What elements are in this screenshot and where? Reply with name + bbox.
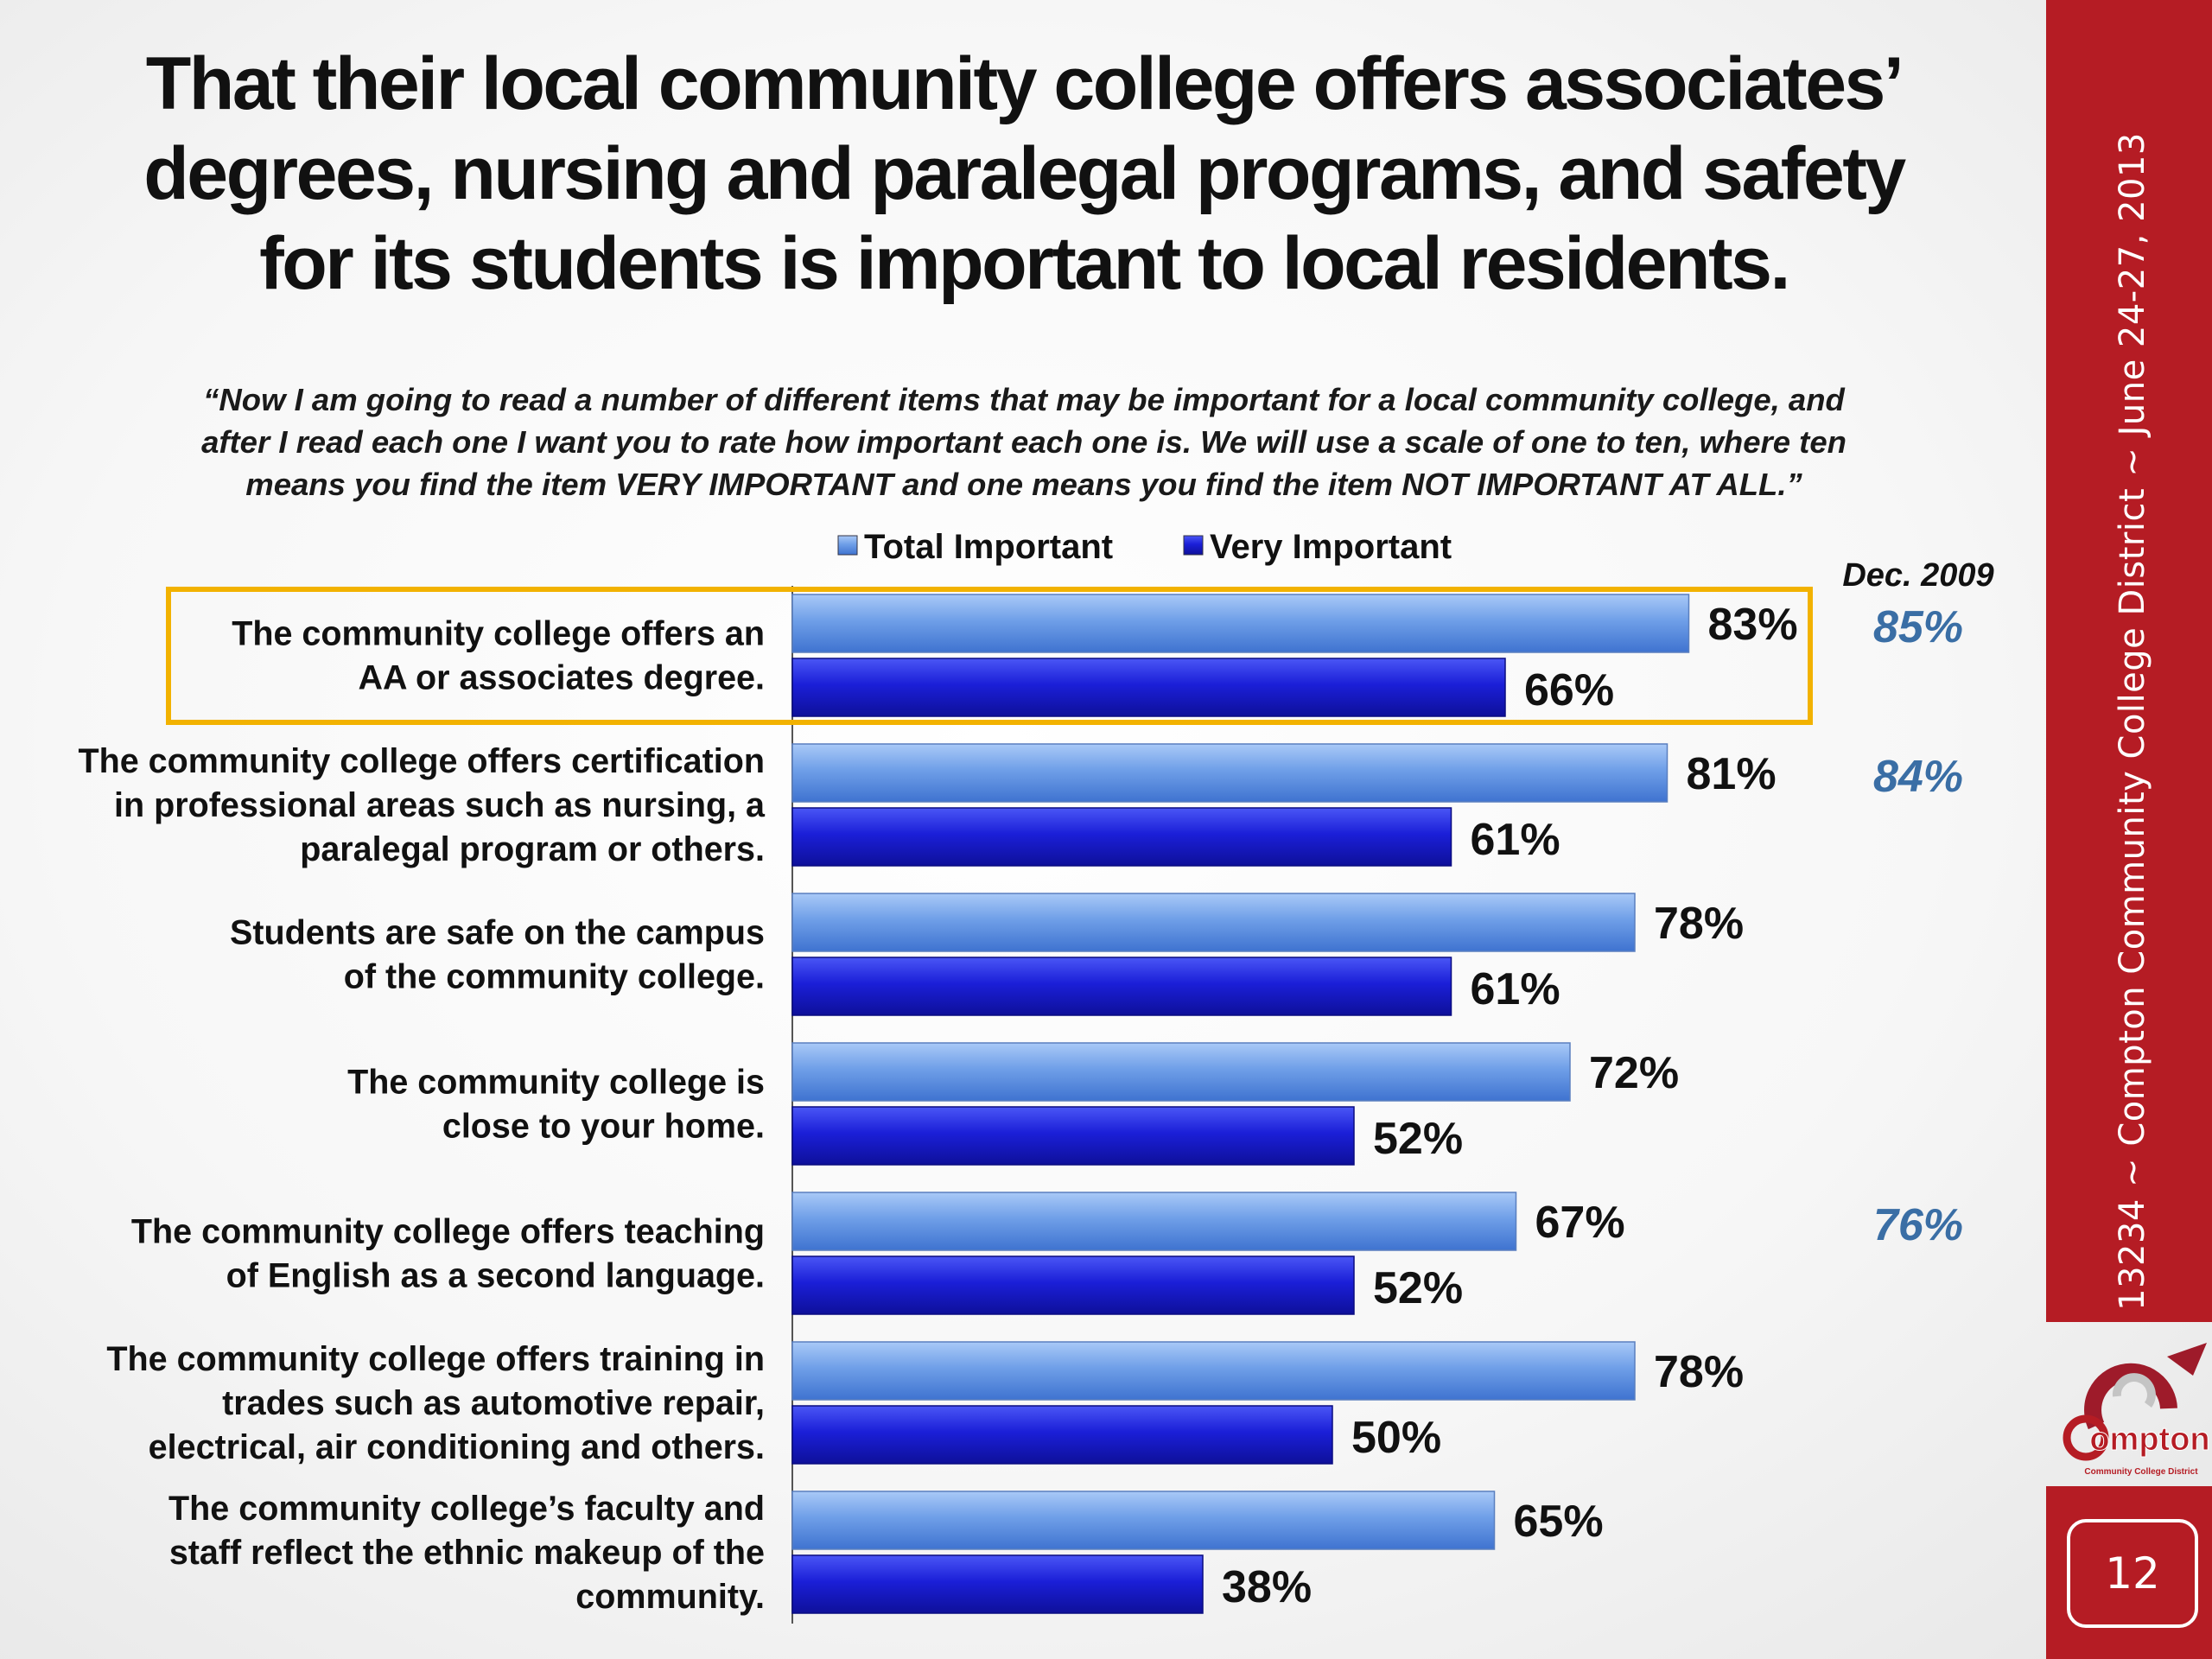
category-label: staff reflect the ethnic makeup of the (169, 1534, 765, 1572)
category-label: The community college offers training in (106, 1340, 765, 1378)
compton-logo: ompton Community College District (2063, 1343, 2210, 1477)
bar-total-important (791, 1341, 1636, 1401)
slide-title: That their local community college offer… (9, 39, 2039, 308)
category-label: Students are safe on the campus (230, 914, 765, 952)
title-line: That their local community college offer… (145, 42, 1904, 125)
bar-very-important (791, 1405, 1333, 1465)
data-label-total: 67% (1535, 1198, 1625, 1248)
data-label-total: 72% (1589, 1048, 1679, 1098)
bar-total-important (791, 1192, 1517, 1251)
data-label-total: 78% (1654, 899, 1744, 949)
survey-info-text: 13234 ~ Compton Community College Distri… (2113, 132, 2152, 1311)
bar-total-important (791, 743, 1669, 803)
category-label: The community college offers teaching (131, 1213, 765, 1251)
history-header: Dec. 2009 (1842, 557, 1993, 594)
bar-very-important (791, 1554, 1204, 1614)
category-label: The community college offers an (232, 615, 765, 653)
category-label: electrical, air conditioning and others. (149, 1428, 765, 1466)
highlight-box (166, 587, 1813, 725)
data-label-total: 78% (1654, 1347, 1744, 1397)
legend-swatch (1183, 535, 1204, 556)
title-line: degrees, nursing and paralegal programs,… (143, 132, 1906, 215)
category-label: close to your home. (442, 1108, 765, 1146)
question-line: after I read each one I want you to rate… (201, 424, 1847, 460)
bar-very-important (791, 957, 1452, 1016)
data-label-very: 38% (1222, 1562, 1312, 1612)
data-label-very: 52% (1373, 1114, 1463, 1164)
page-number-frame (2067, 1519, 2198, 1628)
logo-subtext: Community College District (2084, 1467, 2198, 1477)
question-line: means you find the item VERY IMPORTANT a… (245, 467, 1802, 502)
category-label: AA or associates degree. (358, 659, 765, 697)
legend-label: Very Important (1210, 528, 1452, 566)
bar-total-important (791, 594, 1690, 653)
bar-chart: Total Important Very Important Dec. 2009 83… (78, 528, 1994, 1624)
data-label-very: 66% (1524, 665, 1614, 715)
category-label: The community college’s faculty and (168, 1490, 765, 1528)
history-value: 76% (1873, 1200, 1963, 1250)
page-number-box (2046, 1486, 2212, 1659)
data-label-very: 50% (1351, 1413, 1441, 1463)
category-label: The community college is (347, 1064, 765, 1102)
side-band (2046, 0, 2212, 1322)
data-label-total: 81% (1687, 749, 1777, 799)
logo-text: ompton (2089, 1421, 2209, 1458)
legend-label: Total Important (864, 528, 1113, 566)
title-line: for its students is important to local r… (259, 222, 1790, 305)
bar-very-important (791, 807, 1452, 867)
bar-very-important (791, 1106, 1355, 1166)
data-label-total: 65% (1514, 1497, 1604, 1547)
data-label-total: 83% (1708, 600, 1798, 650)
category-label: of English as a second language. (226, 1257, 765, 1295)
data-label-very: 61% (1471, 815, 1560, 865)
data-label-very: 61% (1471, 964, 1560, 1014)
history-value: 85% (1873, 602, 1963, 652)
category-label: The community college offers certificati… (78, 742, 765, 780)
data-label-very: 52% (1373, 1263, 1463, 1313)
bar-total-important (791, 1042, 1571, 1102)
bar-total-important (791, 1491, 1496, 1550)
question-line: “Now I am going to read a number of diff… (203, 382, 1845, 417)
bar-very-important (791, 1255, 1355, 1315)
category-label: trades such as automotive repair, (222, 1384, 765, 1422)
category-label: in professional areas such as nursing, a (114, 786, 766, 824)
category-label: community. (575, 1578, 765, 1616)
category-label: paralegal program or others. (300, 830, 765, 868)
bar-total-important (791, 893, 1636, 952)
category-label: of the community college. (344, 958, 765, 996)
legend-swatch (837, 535, 858, 556)
page-number: 12 (2105, 1548, 2160, 1599)
history-value: 84% (1873, 752, 1963, 802)
survey-question: “Now I am going to read a number of diff… (35, 378, 2013, 505)
bar-very-important (791, 658, 1506, 717)
